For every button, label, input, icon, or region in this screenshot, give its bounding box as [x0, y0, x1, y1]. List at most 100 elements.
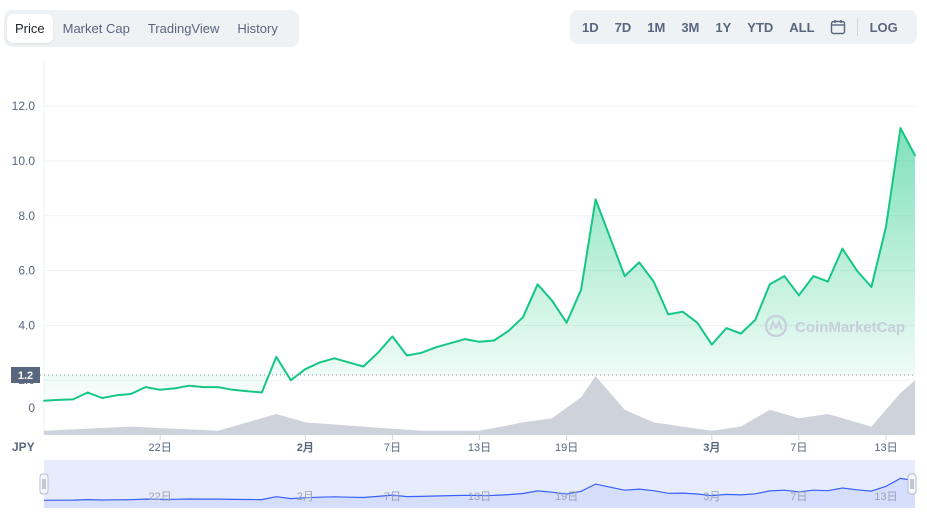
price-point: [580, 288, 582, 291]
navigator-line: [43, 477, 916, 501]
price-point: [449, 342, 452, 345]
price-point: [609, 236, 611, 239]
price-point: [57, 399, 60, 401]
y-tick-label: 6.0: [18, 264, 35, 278]
current-price-label: 1.2: [18, 370, 33, 382]
navigator-tick-label: 22日: [149, 491, 172, 503]
range-3m[interactable]: 3M: [681, 19, 700, 35]
navigator-handle-right[interactable]: [907, 473, 917, 495]
price-point: [231, 388, 234, 391]
price-point: [885, 225, 887, 228]
navigator-tick-label: 19日: [555, 491, 578, 503]
price-point: [260, 391, 263, 394]
price-point: [681, 310, 684, 313]
tab-market-cap[interactable]: Market Cap: [62, 21, 130, 36]
price-point: [101, 397, 103, 399]
price-point: [275, 356, 278, 358]
price-point: [217, 386, 220, 388]
grid-lines: [43, 62, 915, 435]
price-point: [914, 154, 916, 157]
price-point: [827, 280, 829, 283]
y-tick-label: 10.0: [12, 154, 36, 168]
range-1d[interactable]: 1D: [582, 19, 599, 35]
navigator-tick-label: 7日: [384, 491, 401, 503]
price-point: [115, 394, 118, 397]
navigator-handle-left[interactable]: [39, 473, 49, 495]
y-tick-label: 2.0: [18, 373, 35, 387]
navigator-window: [44, 460, 915, 508]
price-point: [377, 351, 379, 354]
price-point: [478, 340, 481, 343]
price-point: [798, 294, 800, 297]
price-point: [768, 283, 771, 286]
price-point: [551, 299, 553, 302]
range-1m[interactable]: 1M: [647, 19, 666, 35]
calendar-icon: [830, 20, 845, 35]
range-1y[interactable]: 1Y: [715, 19, 732, 35]
price-point: [43, 399, 45, 402]
price-point: [812, 275, 815, 277]
navigator[interactable]: 22日 2月 7日 13日 19日 3月 7日 13日: [39, 460, 917, 508]
navigator-tick-label: 13日: [468, 491, 491, 503]
navigator-tick-label: 13日: [874, 491, 897, 503]
price-point: [696, 321, 699, 324]
tab-history[interactable]: History: [237, 21, 278, 36]
price-area: [44, 128, 915, 401]
price-point: [289, 379, 292, 382]
price-point: [464, 338, 466, 340]
price-point: [507, 330, 510, 332]
price-point: [870, 286, 873, 288]
navigator-tick-label: 2月: [297, 491, 314, 503]
price-point: [754, 319, 757, 321]
price-point: [536, 283, 539, 286]
price-point: [362, 365, 365, 368]
y-axis: 2.0 4.0 6.0 8.0 10.0 12.0 0: [12, 99, 36, 415]
price-point: [202, 386, 205, 388]
price-point: [725, 327, 728, 329]
price-point: [188, 384, 191, 387]
range-selector: 1D 7D 1M 3M 1Y YTD ALL LOG: [570, 10, 917, 44]
y-tick-label: 8.0: [18, 209, 35, 223]
volume-area: [44, 376, 915, 435]
navigator-tick-label: 3月: [703, 491, 720, 503]
price-point: [493, 339, 495, 342]
price-point: [638, 261, 641, 264]
tab-tradingview[interactable]: TradingView: [147, 21, 220, 36]
x-tick-label: 13日: [468, 442, 491, 454]
x-tick-label: 2月: [297, 441, 314, 454]
x-tick-label: 3月: [703, 441, 720, 454]
price-point: [899, 127, 902, 129]
price-point: [347, 361, 350, 364]
log-scale-toggle[interactable]: LOG: [869, 19, 898, 35]
range-all[interactable]: ALL: [789, 19, 815, 35]
x-tick-label: 7日: [384, 442, 401, 454]
price-point: [652, 280, 655, 283]
price-point: [159, 388, 162, 391]
range-7d[interactable]: 7D: [614, 19, 632, 35]
price-point: [710, 343, 713, 346]
price-point: [739, 332, 742, 335]
price-point: [783, 275, 786, 277]
price-point: [594, 198, 597, 201]
navigator-tick-label: 7日: [790, 491, 807, 503]
current-price-tag: 1.2: [11, 367, 915, 383]
x-tick-label: 22日: [149, 442, 172, 454]
range-divider: [856, 18, 858, 36]
volume-axis-tick: 0: [28, 401, 35, 415]
price-point: [667, 313, 670, 316]
price-point: [406, 354, 408, 357]
price-point: [435, 346, 437, 349]
calendar-button[interactable]: [823, 16, 853, 38]
x-tick-label: 19日: [555, 442, 578, 454]
watermark-text: CoinMarketCap: [795, 319, 905, 336]
x-tick-label: 13日: [874, 442, 897, 454]
tab-price[interactable]: Price: [7, 14, 53, 43]
price-point: [318, 361, 321, 364]
x-axis: JPY 22日 2月 7日 13日 19日 3月 7日 13日: [12, 435, 898, 454]
price-point: [246, 390, 249, 393]
range-ytd[interactable]: YTD: [747, 19, 774, 35]
price-point: [72, 398, 74, 401]
y-tick-label: 4.0: [18, 318, 35, 332]
price-point: [130, 393, 133, 395]
